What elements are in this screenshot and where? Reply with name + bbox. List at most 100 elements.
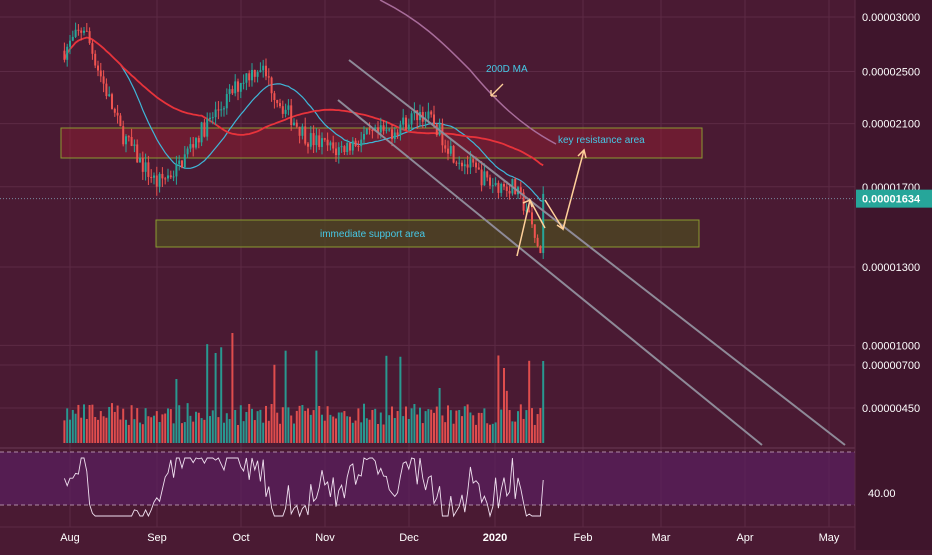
candle-body: [525, 210, 528, 212]
volume-bar: [410, 408, 413, 443]
volume-bar: [349, 416, 351, 443]
volume-bar: [192, 421, 195, 443]
volume-bar: [472, 415, 475, 443]
volume-bar: [335, 418, 337, 443]
volume-bar: [225, 413, 228, 443]
candle-body: [161, 173, 164, 179]
volume-bar: [531, 408, 533, 443]
candle-body: [365, 128, 368, 135]
candle-body: [458, 162, 461, 164]
volume-bar: [528, 360, 531, 443]
candle-body: [270, 77, 273, 94]
volume-bar: [267, 420, 270, 443]
candle-body: [116, 112, 119, 116]
volume-bar: [458, 410, 461, 443]
volume-bar: [77, 404, 80, 443]
volume-bar: [97, 419, 99, 443]
volume-bar: [83, 404, 85, 443]
x-tick-label: Dec: [399, 532, 419, 544]
volume-bar: [494, 422, 497, 443]
volume-bar: [475, 424, 477, 443]
volume-bar: [290, 415, 293, 443]
volume-bar: [455, 410, 458, 443]
candle-body: [225, 94, 228, 109]
candle-body: [505, 186, 508, 191]
candle-body: [461, 162, 463, 167]
candle-body: [108, 94, 111, 97]
candle-body: [385, 129, 388, 131]
ma200-line: [379, 0, 557, 145]
volume-bar: [371, 409, 374, 443]
volume-bar: [315, 350, 318, 443]
volume-bar: [447, 405, 449, 443]
key-resistance-zone: [60, 127, 703, 159]
candle-body: [231, 89, 234, 94]
candle-body: [169, 175, 172, 178]
candle-body: [167, 175, 169, 179]
candle-body: [531, 212, 533, 225]
candle-body: [279, 103, 281, 107]
candle-body: [337, 147, 340, 156]
candle-body: [405, 117, 407, 130]
candle-body: [77, 29, 80, 31]
immediate-support-zone: [155, 219, 700, 248]
candle-body: [295, 122, 298, 127]
y-tick-label: 0.00003000: [862, 12, 920, 24]
volume-bar: [503, 368, 505, 443]
candle-body: [321, 138, 323, 147]
candle-body: [102, 76, 105, 84]
volume-bar: [379, 412, 382, 443]
candle-body: [234, 81, 237, 94]
volume-bar: [463, 406, 466, 443]
candle-body: [441, 123, 444, 146]
candle-body: [175, 163, 178, 177]
candle-body: [172, 176, 175, 178]
y-tick-label: 0.00002500: [862, 67, 920, 79]
candle-body: [80, 30, 83, 33]
volume-bar: [318, 405, 321, 443]
volume-bar: [533, 424, 536, 443]
candle-body: [528, 210, 531, 213]
candle-body: [307, 143, 309, 147]
volume-bar: [385, 355, 388, 443]
volume-bar: [424, 411, 427, 443]
volume-bar: [211, 410, 214, 443]
candle-body: [466, 164, 469, 168]
volume-bar: [388, 415, 391, 443]
volume-bar: [220, 347, 223, 443]
candle-body: [147, 162, 150, 177]
resistance-annotation: key resistance area: [558, 135, 645, 146]
volume-bar: [113, 411, 116, 443]
candle-body: [335, 148, 337, 156]
candle-body: [357, 145, 360, 147]
volume-bar: [508, 410, 511, 443]
volume-bar: [365, 418, 368, 443]
volume-bar: [69, 419, 71, 443]
candle-body: [427, 111, 430, 119]
volume-bar: [522, 418, 525, 443]
candle-body: [85, 30, 88, 32]
candle-body: [368, 128, 371, 130]
candle-body: [281, 106, 284, 114]
volume-bar: [217, 417, 220, 443]
candle-body: [197, 138, 200, 143]
volume-bar: [309, 414, 312, 443]
volume-bar: [329, 414, 332, 443]
candle-body: [69, 40, 71, 47]
candle-body: [377, 127, 379, 133]
volume-bar: [405, 406, 407, 443]
volume-bar: [108, 406, 111, 443]
candle-body: [66, 46, 69, 60]
candle-body: [265, 65, 267, 77]
candle-body: [83, 30, 85, 33]
candle-body: [326, 139, 329, 146]
candle-body: [214, 109, 217, 118]
volume-bar: [357, 408, 360, 443]
candle-body: [94, 53, 97, 66]
y-tick-label: 0.00001000: [862, 340, 920, 352]
candle-body: [494, 182, 497, 186]
channel-upper-line: [348, 59, 846, 446]
x-tick-label: Apr: [736, 532, 753, 544]
